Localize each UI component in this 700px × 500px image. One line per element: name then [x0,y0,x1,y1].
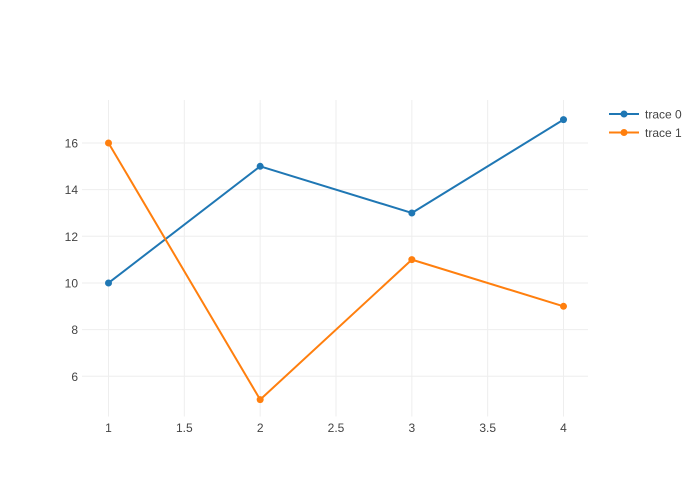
trace-0-point-x3[interactable] [408,209,416,217]
grid [82,100,588,417]
y-axis-tick-labels: 6 8 10 12 14 16 [65,136,79,383]
x-tick-label-3: 3 [408,421,415,435]
trace-1-point-x2[interactable] [256,396,264,404]
x-tick-label-3.5: 3.5 [479,421,496,435]
trace-0-point-x2[interactable] [256,162,264,170]
legend-label-trace-0: trace 0 [645,108,682,122]
y-tick-label-10: 10 [65,276,79,290]
trace-0-point-x1[interactable] [105,279,112,287]
trace-trace-0 [105,116,568,287]
trace-0-point-x4[interactable] [560,116,568,124]
trace-1-point-x4[interactable] [560,302,568,310]
legend-marker-icon-trace-0 [620,110,628,118]
legend-marker-icon-trace-1 [620,129,628,136]
y-tick-label-16: 16 [65,136,79,150]
y-tick-label-6: 6 [71,370,78,384]
legend-item-trace-0[interactable]: trace 0 [609,108,682,122]
x-tick-label-2: 2 [257,421,264,435]
trace-1-point-x3[interactable] [408,256,416,264]
x-tick-label-1: 1 [105,421,112,435]
y-tick-label-12: 12 [65,230,79,244]
trace-1-line [107,142,564,401]
y-tick-label-8: 8 [71,323,78,337]
x-axis-tick-labels: 1 1.5 2 2.5 3 3.5 4 [105,421,567,435]
y-tick-label-14: 14 [65,183,79,197]
x-tick-label-4: 4 [560,421,567,435]
legend: trace 0 trace 1 [609,108,682,140]
legend-item-trace-1[interactable]: trace 1 [609,126,682,140]
trace-0-line [107,118,565,284]
x-tick-label-1.5: 1.5 [176,421,193,435]
legend-label-trace-1: trace 1 [645,126,682,140]
trace-trace-1 [105,139,568,404]
traces [105,116,568,404]
trace-1-point-x1[interactable] [105,139,112,147]
x-tick-label-2.5: 2.5 [328,421,345,435]
